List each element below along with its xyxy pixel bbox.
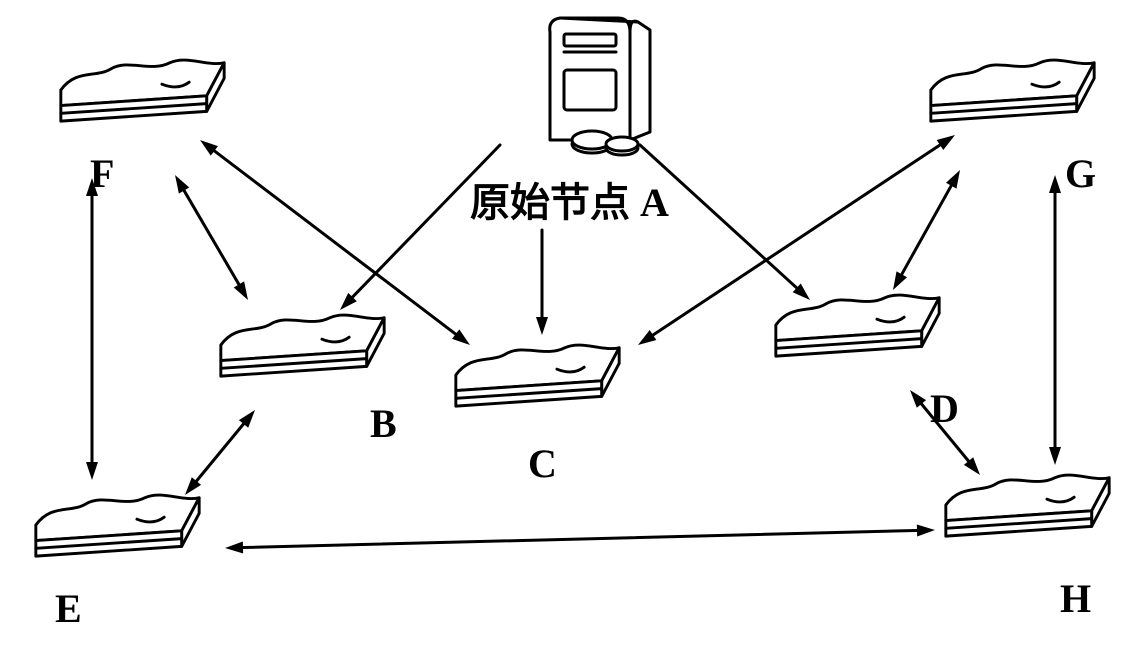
router-node-c-label: C — [528, 440, 557, 487]
router-node-b-icon — [215, 310, 390, 380]
router-node-g-icon — [925, 55, 1100, 125]
router-node-f-icon — [55, 55, 230, 125]
server-node-a-label: 原始节点 A — [470, 170, 669, 228]
diagram-canvas: 原始节点 A B C D E F G H — [0, 0, 1142, 646]
router-node-e-icon — [30, 490, 205, 560]
router-node-g-label: G — [1065, 150, 1096, 197]
router-node-h-icon — [940, 470, 1115, 540]
server-node-a-icon — [530, 12, 660, 162]
router-node-d-icon — [770, 290, 945, 360]
router-node-d-label: D — [930, 385, 959, 432]
router-node-h-label: H — [1060, 575, 1091, 622]
router-node-b-label: B — [370, 400, 397, 447]
router-node-f-label: F — [90, 150, 114, 197]
router-node-c-icon — [450, 340, 625, 410]
router-node-e-label: E — [55, 585, 82, 632]
